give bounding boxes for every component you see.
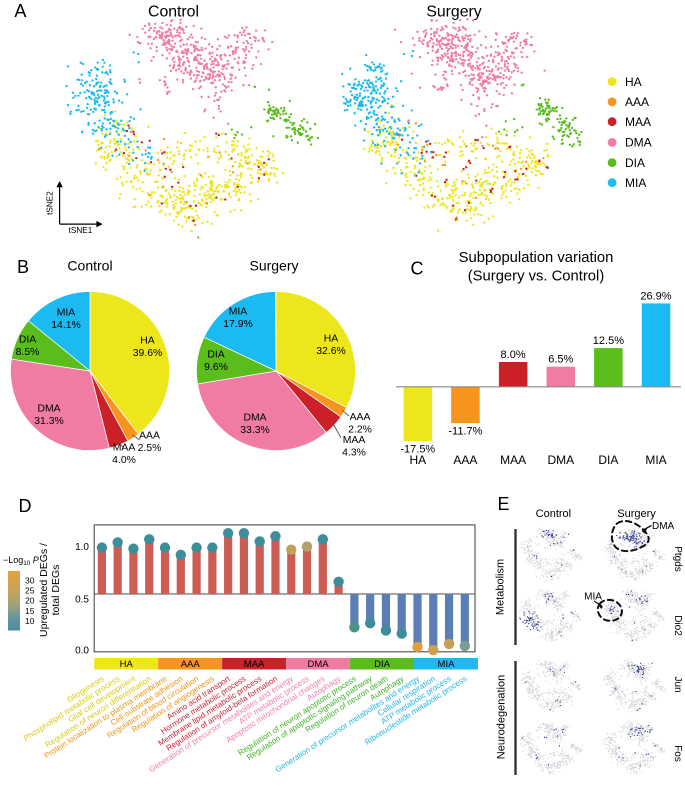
svg-text:DMA: DMA (308, 659, 330, 670)
svg-text:MAA: MAA (343, 435, 366, 446)
svg-text:MAA: MAA (113, 443, 136, 454)
svg-text:DMA: DMA (547, 453, 574, 467)
svg-text:4.3%: 4.3% (342, 447, 366, 458)
svg-text:4.0%: 4.0% (112, 455, 136, 466)
svg-text:MIA: MIA (625, 176, 646, 190)
svg-text:Jun: Jun (672, 676, 683, 692)
svg-text:tSNE1: tSNE1 (69, 226, 93, 235)
svg-text:tSNE2: tSNE2 (46, 191, 55, 215)
svg-text:DMA: DMA (243, 413, 266, 424)
svg-text:HA: HA (409, 453, 426, 467)
svg-text:(Surgery vs. Control): (Surgery vs. Control) (468, 269, 605, 285)
svg-text:32.6%: 32.6% (316, 346, 345, 357)
svg-text:DMA: DMA (625, 136, 652, 150)
svg-text:Control: Control (67, 258, 112, 274)
svg-text:-11.7%: -11.7% (448, 426, 482, 438)
svg-text:Surgery: Surgery (617, 508, 656, 520)
svg-text:Dio2: Dio2 (672, 615, 683, 636)
svg-text:MIA: MIA (584, 592, 602, 603)
svg-text:20: 20 (25, 596, 35, 606)
svg-text:DMA: DMA (37, 404, 60, 415)
svg-text:AAA: AAA (181, 659, 201, 670)
svg-text:Metabolism: Metabolism (495, 559, 507, 615)
svg-text:6.5%: 6.5% (548, 354, 573, 366)
svg-text:HA: HA (625, 75, 642, 89)
svg-text:AAA: AAA (453, 453, 477, 467)
svg-text:2.5%: 2.5% (138, 443, 162, 454)
svg-text:MIA: MIA (229, 307, 248, 318)
svg-text:Neurodegenation: Neurodegenation (496, 675, 508, 759)
svg-text:9.6%: 9.6% (204, 362, 228, 373)
svg-text:1.0: 1.0 (75, 542, 89, 553)
svg-text:8.0%: 8.0% (501, 349, 526, 361)
svg-text:0.5: 0.5 (75, 594, 89, 605)
svg-text:E: E (497, 494, 509, 514)
svg-text:Surgery: Surgery (426, 4, 481, 21)
svg-text:39.6%: 39.6% (133, 348, 162, 359)
svg-text:33.3%: 33.3% (240, 425, 269, 436)
svg-text:C: C (411, 259, 424, 279)
svg-text:-17.5%: -17.5% (400, 444, 435, 456)
svg-text:14.1%: 14.1% (51, 320, 80, 331)
svg-text:Fos: Fos (672, 745, 683, 762)
svg-text:MIA: MIA (438, 659, 456, 670)
svg-text:Control: Control (536, 508, 571, 520)
svg-text:MAA: MAA (244, 659, 265, 670)
svg-text:DIA: DIA (625, 156, 645, 170)
svg-text:0.0: 0.0 (75, 646, 89, 657)
svg-text:30: 30 (25, 575, 35, 585)
svg-text:MAA: MAA (500, 453, 526, 467)
svg-text:B: B (17, 257, 29, 277)
svg-text:2.2%: 2.2% (348, 424, 372, 435)
svg-text:Ptgds: Ptgds (672, 546, 683, 572)
svg-text:DIA: DIA (207, 350, 224, 361)
svg-text:MIA: MIA (645, 453, 666, 467)
svg-text:HA: HA (120, 659, 134, 670)
svg-text:AAA: AAA (139, 431, 160, 442)
svg-text:AAA: AAA (350, 412, 371, 423)
svg-text:17.9%: 17.9% (223, 319, 252, 330)
svg-text:−Log10 P: −Log10 P (3, 555, 39, 567)
svg-text:AAA: AAA (625, 95, 649, 109)
svg-text:Control: Control (148, 4, 199, 21)
svg-text:HA: HA (140, 336, 155, 347)
svg-text:total DEGs: total DEGs (50, 565, 62, 616)
svg-text:DIA: DIA (598, 453, 618, 467)
svg-text:25: 25 (25, 586, 35, 596)
svg-text:15: 15 (25, 606, 35, 616)
svg-text:MAA: MAA (625, 115, 651, 129)
svg-text:8.5%: 8.5% (16, 347, 40, 358)
svg-text:26.9%: 26.9% (640, 290, 671, 302)
svg-text:12.5%: 12.5% (593, 335, 624, 347)
svg-text:31.3%: 31.3% (34, 416, 63, 427)
svg-text:MIA: MIA (57, 308, 76, 319)
svg-text:DIA: DIA (374, 659, 391, 670)
svg-text:DMA: DMA (652, 521, 675, 532)
svg-text:Upregulated DEGs /: Upregulated DEGs / (38, 543, 50, 637)
svg-text:10: 10 (25, 616, 35, 626)
svg-text:Surgery: Surgery (249, 258, 298, 274)
svg-text:DIA: DIA (19, 335, 36, 346)
svg-text:Subpopulation variation: Subpopulation variation (459, 250, 614, 266)
svg-text:A: A (14, 1, 26, 21)
svg-text:D: D (19, 496, 32, 516)
svg-text:HA: HA (324, 334, 339, 345)
